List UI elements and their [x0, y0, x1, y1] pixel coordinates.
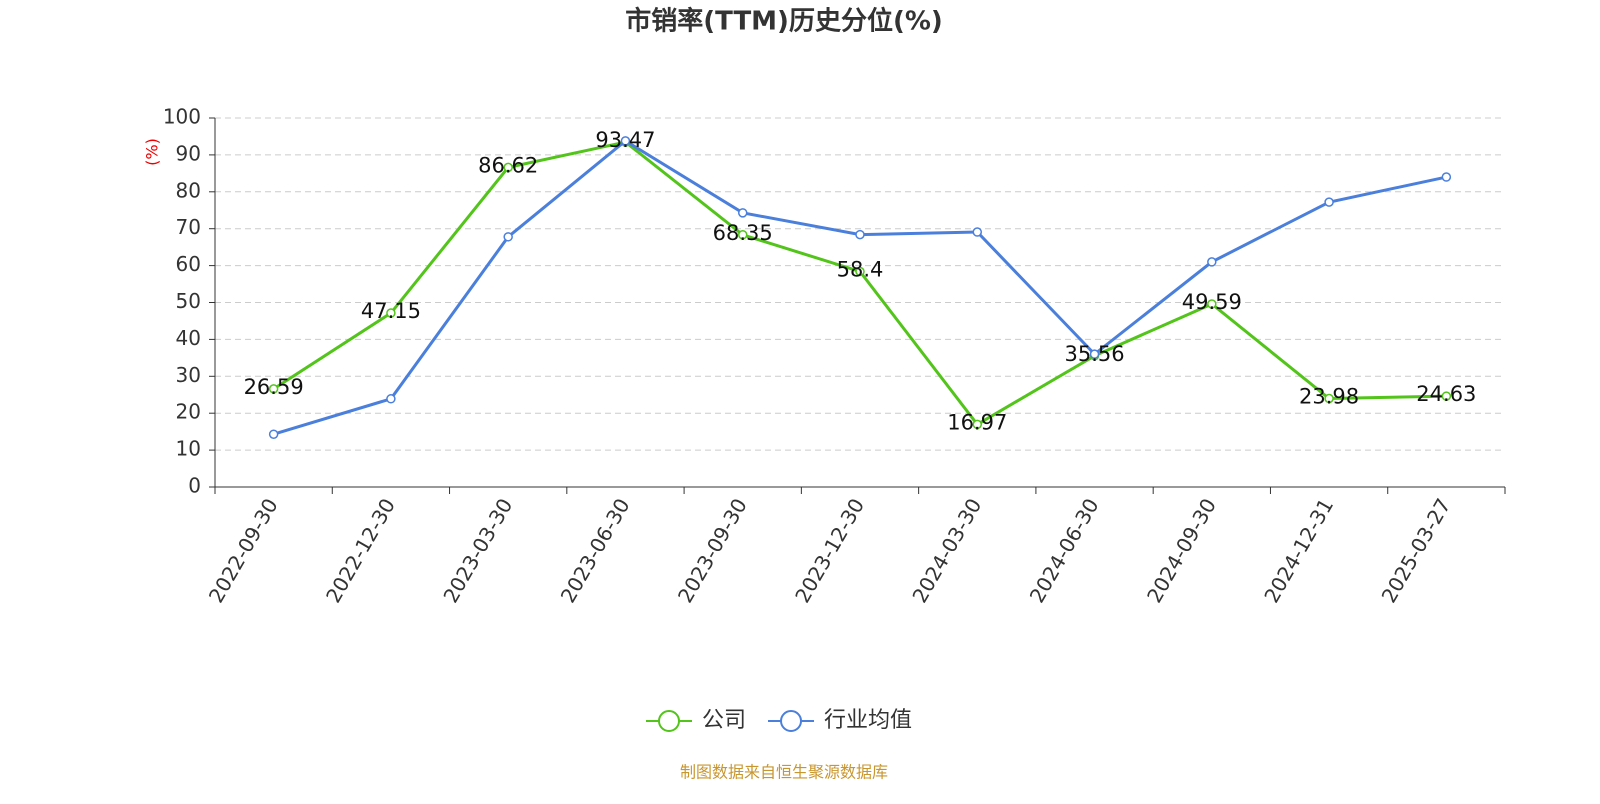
y-tick-label: 80	[176, 178, 201, 202]
point	[1324, 393, 1334, 404]
x-tick-label: 2024-12-31	[1259, 494, 1338, 607]
legend-label: 行业均值	[824, 708, 912, 733]
legend-marker	[658, 710, 680, 732]
point	[1441, 391, 1452, 401]
y-tick-label: 50	[176, 289, 201, 313]
legend-label: 公司	[702, 708, 746, 733]
data-label: 93.47	[595, 128, 655, 152]
point	[1441, 172, 1452, 182]
point	[620, 136, 631, 146]
point	[1207, 257, 1217, 267]
y-tick-label: 30	[176, 363, 201, 387]
source: 制图数据来自恒生聚源数据库	[680, 763, 888, 782]
y-tick-label: 100	[163, 105, 201, 129]
y-tick-label: 40	[176, 326, 201, 350]
point	[972, 227, 983, 237]
chart: 市销率(TTM)历史分位(%) (%) 制图数据来自恒生聚源数据库 0 10 20 3…	[143, 6, 1506, 782]
data-label: 86.62	[478, 153, 538, 177]
y-tick-label: 20	[176, 400, 201, 424]
data-label: 24.63	[1416, 382, 1476, 406]
point	[1089, 349, 1100, 359]
x-tick-label: 2022-12-30	[321, 494, 400, 607]
chart-title: 市销率(TTM)历史分位(%)	[625, 6, 943, 37]
y-tick-label: 90	[176, 141, 201, 165]
point	[268, 429, 279, 439]
y-axis-label: (%)	[143, 138, 162, 166]
y-tick-label: 60	[176, 252, 201, 276]
x-tick-label: 2024-06-30	[1025, 494, 1104, 607]
point	[386, 394, 396, 404]
y-tick-label: 0	[188, 474, 201, 498]
data-label: 35.56	[1064, 342, 1124, 366]
point	[503, 162, 513, 173]
point	[855, 266, 865, 277]
point	[268, 384, 279, 394]
x-tick-label: 2023-06-30	[556, 494, 635, 607]
point	[1207, 299, 1217, 309]
x-tick-label: 2023-03-30	[438, 494, 517, 607]
point	[855, 229, 865, 240]
data-label: 47.15	[361, 299, 421, 323]
x-tick-label: 2023-12-30	[790, 494, 869, 607]
point	[972, 419, 983, 430]
y-tick-label: 70	[176, 215, 201, 239]
point	[737, 230, 748, 240]
x-tick-label: 2023-09-30	[673, 494, 752, 607]
point	[386, 308, 396, 318]
point	[503, 232, 513, 242]
x-tick-label: 2022-09-30	[204, 494, 283, 607]
x-tick-label: 2024-03-30	[907, 494, 986, 607]
series-line	[273, 139, 1447, 436]
data-label: 68.35	[713, 221, 773, 245]
data-label: 26.59	[244, 375, 304, 399]
legend-marker	[780, 710, 803, 732]
data-label: 16.97	[947, 410, 1007, 434]
point	[737, 208, 748, 218]
data-label: 23.98	[1299, 385, 1359, 409]
point	[1324, 197, 1334, 207]
series-line	[272, 140, 1447, 427]
data-label: 49.59	[1182, 290, 1242, 314]
x-tick-label: 2025-03-27	[1377, 494, 1456, 607]
data-label: 58.4	[837, 258, 884, 282]
x-tick-label: 2024-09-30	[1142, 494, 1221, 607]
y-tick-label: 10	[176, 437, 201, 461]
